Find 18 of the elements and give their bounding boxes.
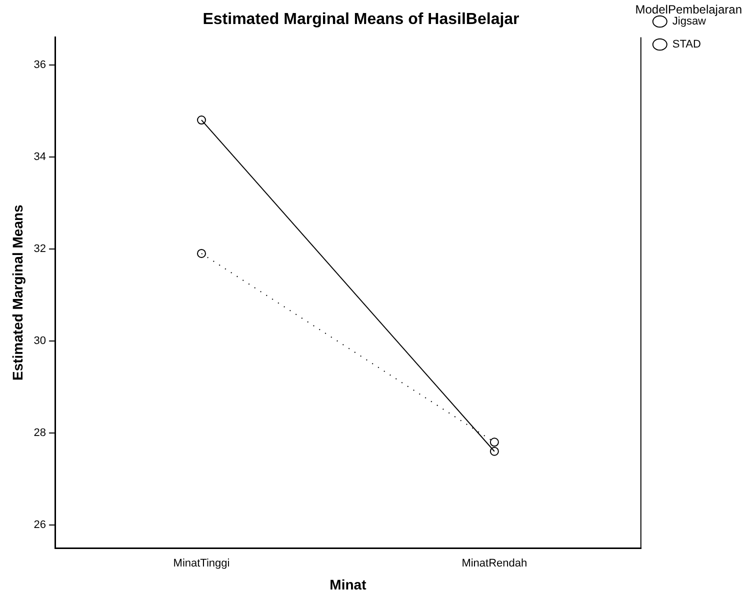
legend-label: STAD [672,38,701,51]
y-tick-label: 28 [34,426,46,439]
point [490,446,499,456]
legend-title: ModelPembelajaran [635,2,742,16]
point [196,116,206,125]
point [196,248,206,258]
x-axis-title: Minat [330,576,367,592]
chart-title: Estimated Marginal Means of HasilBelajar [202,11,520,28]
x-tick-label: MinatTinggi [173,558,230,570]
y-tick-label: 32 [34,242,46,255]
y-tick-label: 34 [34,150,46,163]
x-tick-label: MinatRendah [462,558,528,570]
y-axis-title: Estimated Marginal Means [9,204,26,381]
y-tick-label: 26 [34,519,46,532]
point [490,438,499,447]
y-tick-label: 36 [34,58,46,71]
legend-label: Jigsaw [672,16,706,28]
y-tick-label: 30 [34,334,46,347]
